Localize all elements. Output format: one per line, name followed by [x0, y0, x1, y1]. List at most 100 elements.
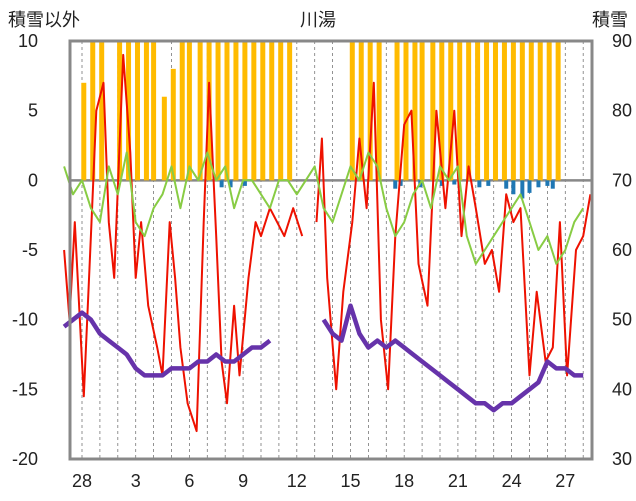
- precip-bar: [393, 180, 398, 189]
- precip-bar: [520, 180, 525, 199]
- precip-bar: [504, 180, 509, 189]
- x-tick-label: 9: [238, 471, 248, 491]
- y-tick-left: 5: [28, 101, 38, 121]
- sunshine-bar: [179, 41, 185, 181]
- y-tick-right: 90: [612, 31, 632, 51]
- temperature-line: [63, 53, 304, 433]
- sunshine-bar: [403, 41, 409, 181]
- sunshine-bar: [90, 41, 96, 181]
- y-tick-right: 50: [612, 310, 632, 330]
- plot-border: [68, 39, 594, 461]
- sunshine-bar: [126, 41, 132, 181]
- x-tick-label: 3: [131, 471, 141, 491]
- precip-bar: [545, 180, 550, 186]
- left-axis-title: 積雪以外: [8, 10, 80, 31]
- sunshine-bar: [367, 41, 373, 181]
- sunshine-bar: [143, 41, 149, 181]
- sunshine-bar: [170, 68, 176, 181]
- sunshine-bar: [233, 41, 239, 181]
- right-axis-title: 積雪: [592, 10, 628, 31]
- sunshine-bar: [419, 41, 425, 181]
- sunshine-bar: [510, 41, 516, 181]
- sunshine-bar: [117, 41, 123, 181]
- y-tick-right: 70: [612, 170, 632, 190]
- chart-title: 川湯: [300, 10, 336, 31]
- precip-bar: [550, 180, 555, 189]
- sunshine-bar: [215, 41, 221, 181]
- precip-bar: [486, 180, 491, 186]
- sunshine-bar: [206, 41, 212, 181]
- snow_depth-line: [62, 310, 272, 378]
- sunshine-bar: [376, 41, 382, 181]
- sunshine-bar: [555, 41, 561, 181]
- x-tick-label: 27: [555, 471, 575, 491]
- sunshine-bar: [448, 41, 454, 181]
- x-tick-label: 18: [394, 471, 414, 491]
- sunshine-bar: [537, 41, 543, 181]
- y-tick-right: 40: [612, 379, 632, 399]
- sunshine-bar: [430, 41, 436, 181]
- humidity_like-line: [63, 151, 585, 265]
- sunshine-bar: [546, 41, 552, 181]
- y-tick-right: 30: [612, 449, 632, 469]
- series-lines: [62, 53, 592, 433]
- y-tick-left: 0: [28, 170, 38, 190]
- precip-bar: [228, 180, 233, 188]
- sunshine-bar: [412, 41, 418, 181]
- precip-bar: [452, 180, 457, 185]
- sunshine-bars: [81, 41, 561, 181]
- precip-bar: [527, 180, 532, 193]
- sunshine-bar: [242, 41, 248, 181]
- precip-bar: [398, 180, 403, 186]
- sunshine-bar: [278, 41, 284, 181]
- y-tick-right: 80: [612, 101, 632, 121]
- sunshine-bar: [457, 41, 463, 181]
- plot-frame: [68, 39, 594, 461]
- x-tick-label: 28: [72, 471, 92, 491]
- sunshine-bar: [466, 41, 472, 181]
- sunshine-bar: [260, 41, 266, 181]
- sunshine-bar: [519, 41, 525, 181]
- precip-bar: [242, 180, 247, 186]
- y-tick-left: 10: [18, 31, 38, 51]
- sunshine-bar: [186, 41, 192, 181]
- y-tick-right: 60: [612, 240, 632, 260]
- left-y-ticks: 10 5 0 -5 -10 -15 -20: [12, 31, 38, 469]
- x-tick-label: 15: [340, 471, 360, 491]
- sunshine-bar: [358, 41, 364, 181]
- sunshine-bar: [197, 41, 203, 181]
- sunshine-bar: [475, 41, 481, 181]
- sunshine-bar: [439, 41, 445, 181]
- precip-bar: [536, 180, 541, 188]
- precip-bar: [477, 180, 482, 188]
- sunshine-bar: [224, 41, 230, 181]
- sunshine-bar: [492, 41, 498, 181]
- sunshine-bar: [394, 41, 400, 181]
- right-y-ticks: 90 80 70 60 50 40 30: [612, 31, 632, 469]
- snow_depth-line-b: [321, 303, 584, 413]
- y-tick-left: -10: [12, 310, 38, 330]
- y-tick-left: -5: [22, 240, 38, 260]
- sunshine-bar: [251, 41, 257, 181]
- precip-bar: [511, 180, 516, 195]
- y-tick-left: -20: [12, 449, 38, 469]
- sunshine-bar: [151, 41, 157, 181]
- x-ticks: 28 3 6 9 12 15 18 21 24 27: [72, 471, 575, 491]
- sunshine-bar: [269, 41, 275, 181]
- sunshine-bar: [484, 41, 490, 181]
- sunshine-bar: [501, 41, 507, 181]
- sunshine-bar: [99, 41, 105, 181]
- sunshine-bar: [81, 82, 87, 181]
- sunshine-bar: [161, 96, 167, 181]
- y-tick-left: -15: [12, 379, 38, 399]
- x-tick-label: 24: [502, 471, 522, 491]
- sunshine-bar: [134, 41, 140, 181]
- precipitation-bars: [219, 180, 555, 199]
- x-tick-label: 21: [448, 471, 468, 491]
- sunshine-bar: [528, 41, 534, 181]
- precip-bar: [439, 180, 444, 186]
- precip-bar: [219, 180, 224, 188]
- sunshine-bar: [349, 41, 355, 181]
